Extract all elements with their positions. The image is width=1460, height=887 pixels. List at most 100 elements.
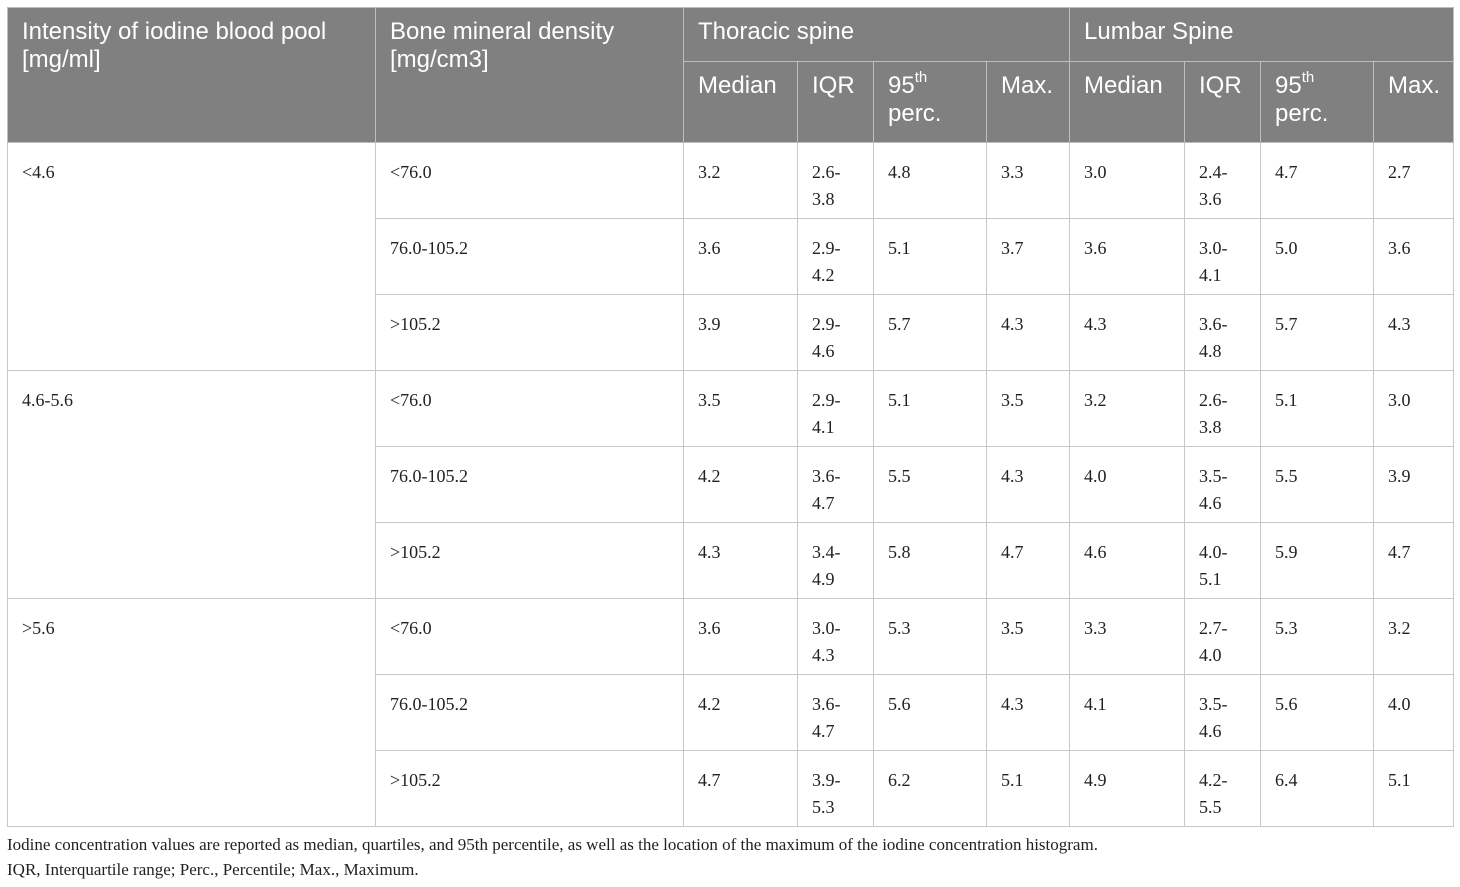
intensity-group-label: 4.6-5.6: [7, 370, 376, 599]
thoracic-p95-cell: 5.8: [873, 522, 987, 599]
thoracic-median-cell: 3.6: [683, 598, 798, 675]
table-row: >5.6 <76.0 3.6 3.0- 4.3 5.3 3.5 3.3 2.7- 4…: [7, 598, 1455, 827]
header-thoracic-median: Median: [683, 61, 798, 143]
lumbar-p95-cell: 5.1: [1260, 370, 1375, 447]
iqr-low: 4.2-: [1199, 770, 1228, 790]
table-row: 76.0-105.2 4.2 3.6- 4.7 5.5 4.3 4.0 3.5- 4…: [8, 446, 1455, 523]
table-container: Intensity of iodine blood pool [mg/ml] B…: [7, 7, 1455, 827]
p95-word: perc.: [888, 100, 942, 127]
lumbar-iqr-cell: 3.5- 4.6: [1184, 674, 1262, 751]
iqr-low: 2.9-: [812, 238, 841, 258]
lumbar-max-cell: 3.9: [1373, 446, 1455, 523]
thoracic-median-cell: 3.2: [683, 142, 798, 219]
lumbar-p95-cell: 5.0: [1260, 218, 1375, 295]
thoracic-p95-cell: 5.1: [873, 218, 987, 295]
lumbar-p95-cell: 5.7: [1260, 294, 1375, 371]
iqr-high: 3.8: [812, 189, 835, 209]
header-row-groups: Intensity of iodine blood pool [mg/ml] B…: [7, 7, 1455, 143]
thoracic-median-cell: 3.9: [683, 294, 798, 371]
lumbar-max-cell: 5.1: [1373, 750, 1455, 827]
header-thoracic-spine: Thoracic spine: [682, 7, 1071, 62]
footnote-description: Iodine concentration values are reported…: [7, 835, 1098, 854]
table-row: >105.2 4.3 3.4- 4.9 5.8 4.7 4.6 4.0- 5.1 5…: [8, 522, 1455, 599]
header-bone-mineral-density: Bone mineral density [mg/cm3]: [375, 7, 684, 143]
thoracic-median-cell: 3.5: [683, 370, 798, 447]
thoracic-max-cell: 4.3: [985, 294, 1071, 371]
header-thoracic-max: Max.: [985, 61, 1071, 143]
p95-superscript: th: [1301, 69, 1315, 86]
table-body: <4.6 <76.0 3.2 2.6- 3.8 4.8 3.3 3.0 2.4- 3…: [7, 142, 1455, 827]
iqr-high: 4.1: [812, 417, 835, 437]
bmd-cell: >105.2: [375, 294, 684, 371]
lumbar-max-cell: 3.6: [1373, 218, 1455, 295]
iqr-high: 4.7: [812, 721, 835, 741]
thoracic-max-cell: 4.3: [985, 674, 1071, 751]
lumbar-iqr-cell: 2.6- 3.8: [1184, 370, 1262, 447]
lumbar-median-cell: 3.2: [1069, 370, 1186, 447]
header-lumbar-spine: Lumbar Spine: [1069, 7, 1455, 62]
lumbar-iqr-cell: 2.4- 3.6: [1184, 142, 1262, 219]
iqr-high: 3.6: [1199, 189, 1222, 209]
bmd-cell: 76.0-105.2: [375, 674, 684, 751]
lumbar-iqr-cell: 4.0- 5.1: [1184, 522, 1262, 599]
thoracic-median-cell: 4.2: [683, 674, 798, 751]
thoracic-iqr-cell: 2.9- 4.6: [797, 294, 874, 371]
iqr-high: 3.8: [1199, 417, 1222, 437]
thoracic-median-cell: 3.6: [683, 218, 798, 295]
iqr-high: 4.0: [1199, 645, 1222, 665]
bmd-cell: 76.0-105.2: [375, 446, 684, 523]
bmd-cell: <76.0: [375, 142, 684, 219]
header-thoracic-iqr: IQR: [797, 61, 874, 143]
bmd-cell: <76.0: [375, 598, 684, 675]
p95-number: 95: [888, 72, 915, 99]
bmd-cell: 76.0-105.2: [375, 218, 684, 295]
thoracic-max-cell: 3.5: [985, 598, 1071, 675]
thoracic-p95-cell: 5.1: [873, 370, 987, 447]
lumbar-p95-cell: 5.6: [1260, 674, 1375, 751]
lumbar-iqr-cell: 3.5- 4.6: [1184, 446, 1262, 523]
thoracic-max-cell: 4.3: [985, 446, 1071, 523]
lumbar-median-cell: 4.6: [1069, 522, 1186, 599]
p95-number: 95: [1275, 72, 1302, 99]
thoracic-max-cell: 3.3: [985, 142, 1071, 219]
thoracic-median-cell: 4.2: [683, 446, 798, 523]
p95-superscript: th: [914, 69, 928, 86]
lumbar-max-cell: 3.0: [1373, 370, 1455, 447]
lumbar-max-cell: 4.7: [1373, 522, 1455, 599]
thoracic-iqr-cell: 3.6- 4.7: [797, 674, 874, 751]
lumbar-iqr-cell: 2.7- 4.0: [1184, 598, 1262, 675]
table-row: 4.6-5.6 <76.0 3.5 2.9- 4.1 5.1 3.5 3.2 2.…: [7, 370, 1455, 599]
p95-word: perc.: [1275, 100, 1329, 127]
iqr-low: 3.6-: [812, 466, 841, 486]
iqr-high: 5.3: [812, 797, 835, 817]
lumbar-median-cell: 4.9: [1069, 750, 1186, 827]
iqr-low: 3.0-: [1199, 238, 1228, 258]
iqr-low: 3.9-: [812, 770, 841, 790]
thoracic-max-cell: 4.7: [985, 522, 1071, 599]
iqr-high: 4.7: [812, 493, 835, 513]
thoracic-iqr-cell: 3.0- 4.3: [797, 598, 874, 675]
lumbar-max-cell: 2.7: [1373, 142, 1455, 219]
lumbar-median-cell: 3.6: [1069, 218, 1186, 295]
iodine-concentration-table: Intensity of iodine blood pool [mg/ml] B…: [7, 7, 1455, 827]
iqr-low: 2.7-: [1199, 618, 1228, 638]
table-header: Intensity of iodine blood pool [mg/ml] B…: [7, 7, 1455, 143]
iqr-low: 3.5-: [1199, 466, 1228, 486]
header-thoracic-95th-percentile: 95th perc.: [873, 61, 987, 143]
iqr-high: 4.2: [812, 265, 835, 285]
thoracic-p95-cell: 4.8: [873, 142, 987, 219]
thoracic-iqr-cell: 3.6- 4.7: [797, 446, 874, 523]
iqr-low: 3.4-: [812, 542, 841, 562]
lumbar-iqr-cell: 3.0- 4.1: [1184, 218, 1262, 295]
lumbar-p95-cell: 6.4: [1260, 750, 1375, 827]
lumbar-median-cell: 3.3: [1069, 598, 1186, 675]
iqr-high: 4.8: [1199, 341, 1222, 361]
thoracic-p95-cell: 6.2: [873, 750, 987, 827]
intensity-group-label: <4.6: [7, 142, 376, 371]
iqr-low: 2.9-: [812, 314, 841, 334]
lumbar-max-cell: 4.0: [1373, 674, 1455, 751]
iqr-low: 3.0-: [812, 618, 841, 638]
iqr-low: 2.6-: [812, 162, 841, 182]
thoracic-p95-cell: 5.6: [873, 674, 987, 751]
thoracic-median-cell: 4.3: [683, 522, 798, 599]
